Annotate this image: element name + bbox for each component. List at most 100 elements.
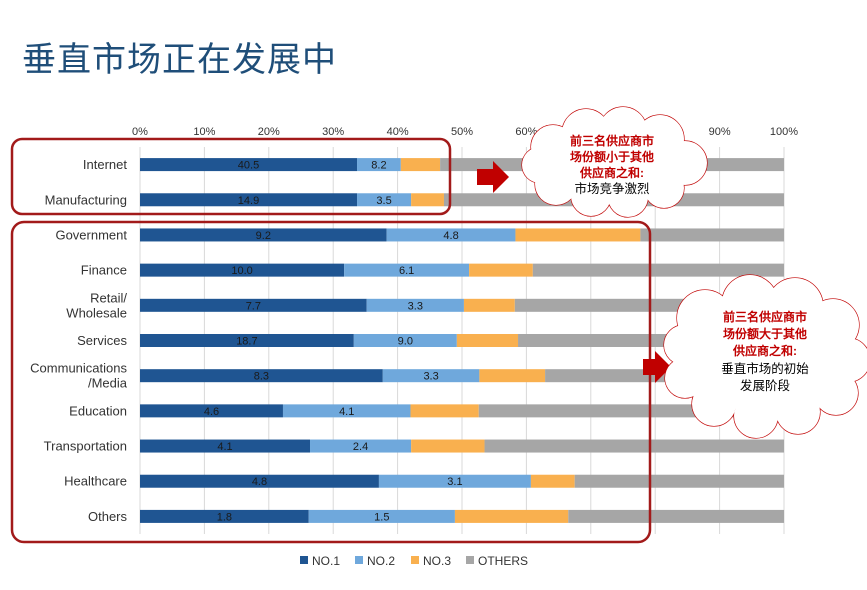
bar-segment-no3 bbox=[456, 334, 519, 347]
legend-label-no2: NO.2 bbox=[367, 554, 395, 568]
bar-segment-no1 bbox=[140, 228, 387, 242]
bar-segment-others bbox=[532, 263, 784, 277]
legend-item-no3: NO.3 bbox=[411, 554, 451, 568]
data-label: 18.7 bbox=[236, 336, 257, 348]
data-label: 9.0 bbox=[398, 336, 413, 348]
bar-segment-no2 bbox=[382, 369, 480, 383]
x-tick-label: 20% bbox=[258, 126, 280, 138]
bar-segment-no3 bbox=[454, 509, 569, 523]
bar-segment-no3 bbox=[411, 439, 485, 453]
bar-segment-no3 bbox=[515, 228, 641, 242]
callout-cloud-initial-stage: 前三名供应商市 场份额大于其他 供应商之和: 垂直市场的初始 发展阶段 bbox=[663, 274, 867, 439]
data-label: 3.3 bbox=[408, 300, 423, 312]
callout-1-line-2: 场份额小于其他 bbox=[570, 149, 654, 164]
category-label: Communications/Media bbox=[30, 361, 128, 391]
highlight-box-vertical-markets bbox=[10, 220, 652, 544]
data-label: 14.9 bbox=[238, 195, 259, 207]
bar-segment-no1 bbox=[140, 509, 309, 523]
bar-segment-no1 bbox=[140, 158, 358, 172]
data-label: 1.5 bbox=[374, 511, 389, 523]
bar-segment-no2 bbox=[344, 263, 470, 277]
legend-label-others: OTHERS bbox=[478, 554, 528, 568]
slide-title: 垂直市场正在发展中 bbox=[22, 40, 337, 80]
data-label: 4.8 bbox=[443, 230, 458, 242]
bar-segment-no3 bbox=[411, 193, 444, 207]
x-tick-label: 40% bbox=[387, 126, 409, 138]
callout-2-line-5: 发展阶段 bbox=[740, 378, 790, 393]
bar-segment-no2 bbox=[282, 404, 411, 418]
data-label: 7.7 bbox=[246, 300, 261, 312]
cloud-fill bbox=[522, 107, 707, 217]
category-label: Education bbox=[69, 403, 127, 418]
x-tick-label: 90% bbox=[709, 126, 731, 138]
bar-segment-no1 bbox=[140, 334, 354, 347]
category-label: Internet bbox=[83, 157, 127, 172]
bar-segment-no3 bbox=[463, 298, 515, 312]
bar-segment-no1 bbox=[140, 298, 367, 312]
data-label: 6.1 bbox=[399, 265, 414, 277]
data-label: 8.3 bbox=[254, 371, 269, 383]
legend: NO.1 NO.2 NO.3 OTHERS bbox=[300, 554, 528, 568]
category-label: Transportation bbox=[44, 439, 127, 454]
data-label: 3.3 bbox=[423, 371, 438, 383]
data-labels: 40.5 8.2 14.9 3.5 9.2 4.8 10.0 6.1 7.7 3.3 18.7 9.0… bbox=[204, 160, 463, 524]
bar-segment-no2 bbox=[308, 509, 455, 523]
x-tick-label: 50% bbox=[451, 126, 473, 138]
x-tick-label: 0% bbox=[132, 126, 148, 138]
bar-segment-no2 bbox=[386, 228, 516, 242]
legend-label-no1: NO.1 bbox=[312, 554, 340, 568]
x-tick-label: 10% bbox=[193, 126, 215, 138]
bar-segment-no1 bbox=[140, 474, 379, 488]
category-label: Government bbox=[55, 227, 127, 242]
bar-segment-others bbox=[568, 509, 784, 523]
category-label: Services bbox=[77, 333, 127, 348]
bar-segment-no1 bbox=[140, 404, 283, 418]
data-label: 3.5 bbox=[376, 195, 391, 207]
x-axis-ticks: 0%10%20%30%40%50%60%70%80%90%100% bbox=[132, 126, 798, 138]
bar-segment-no3 bbox=[400, 158, 441, 172]
legend-swatch-no1 bbox=[300, 556, 308, 564]
data-label: 3.1 bbox=[447, 476, 462, 488]
bar-segment-no2 bbox=[378, 474, 531, 488]
bar-segment-no1 bbox=[140, 439, 311, 453]
data-label: 9.2 bbox=[256, 230, 271, 242]
legend-label-no3: NO.3 bbox=[423, 554, 451, 568]
legend-swatch-no2 bbox=[355, 556, 363, 564]
data-label: 40.5 bbox=[238, 160, 259, 172]
legend-swatch-others bbox=[466, 556, 474, 564]
bar-segment-no1 bbox=[140, 369, 383, 383]
cloud-fill bbox=[664, 275, 867, 438]
data-label: 4.6 bbox=[204, 406, 219, 418]
callout-2-line-3: 供应商之和: bbox=[732, 343, 797, 358]
x-tick-label: 60% bbox=[515, 126, 537, 138]
data-label: 1.8 bbox=[217, 511, 232, 523]
callout-1-line-4: 市场竞争激烈 bbox=[574, 181, 649, 196]
legend-item-no1: NO.1 bbox=[300, 554, 340, 568]
bar-segment-no3 bbox=[410, 404, 479, 418]
bar-segment-no2 bbox=[353, 334, 457, 347]
category-label: Finance bbox=[81, 263, 127, 278]
data-label: 10.0 bbox=[231, 265, 252, 277]
data-label: 4.1 bbox=[217, 441, 232, 453]
category-labels: Internet Manufacturing Government Finance Re… bbox=[30, 157, 128, 524]
highlight-box-internet-manufacturing bbox=[10, 137, 452, 216]
data-label: 8.2 bbox=[371, 160, 386, 172]
x-tick-label: 30% bbox=[322, 126, 344, 138]
bar-segment-no3 bbox=[469, 263, 533, 277]
callout-arrow-2 bbox=[643, 351, 671, 383]
data-label: 4.8 bbox=[252, 476, 267, 488]
bar-segment-no2 bbox=[310, 439, 412, 453]
bar-segment-others bbox=[640, 228, 784, 242]
data-label: 4.1 bbox=[339, 406, 354, 418]
bar-segment-others bbox=[484, 439, 784, 453]
callout-arrow-1 bbox=[477, 161, 509, 193]
bar-segment-no2 bbox=[357, 193, 412, 207]
bar-segment-no3 bbox=[530, 474, 575, 488]
category-label: Others bbox=[88, 509, 128, 524]
callout-1-line-1: 前三名供应商市 bbox=[570, 133, 654, 148]
category-label: Manufacturing bbox=[45, 192, 127, 207]
bar-segment-no2 bbox=[357, 158, 401, 172]
bar-segment-no1 bbox=[140, 193, 358, 207]
legend-swatch-no3 bbox=[411, 556, 419, 564]
